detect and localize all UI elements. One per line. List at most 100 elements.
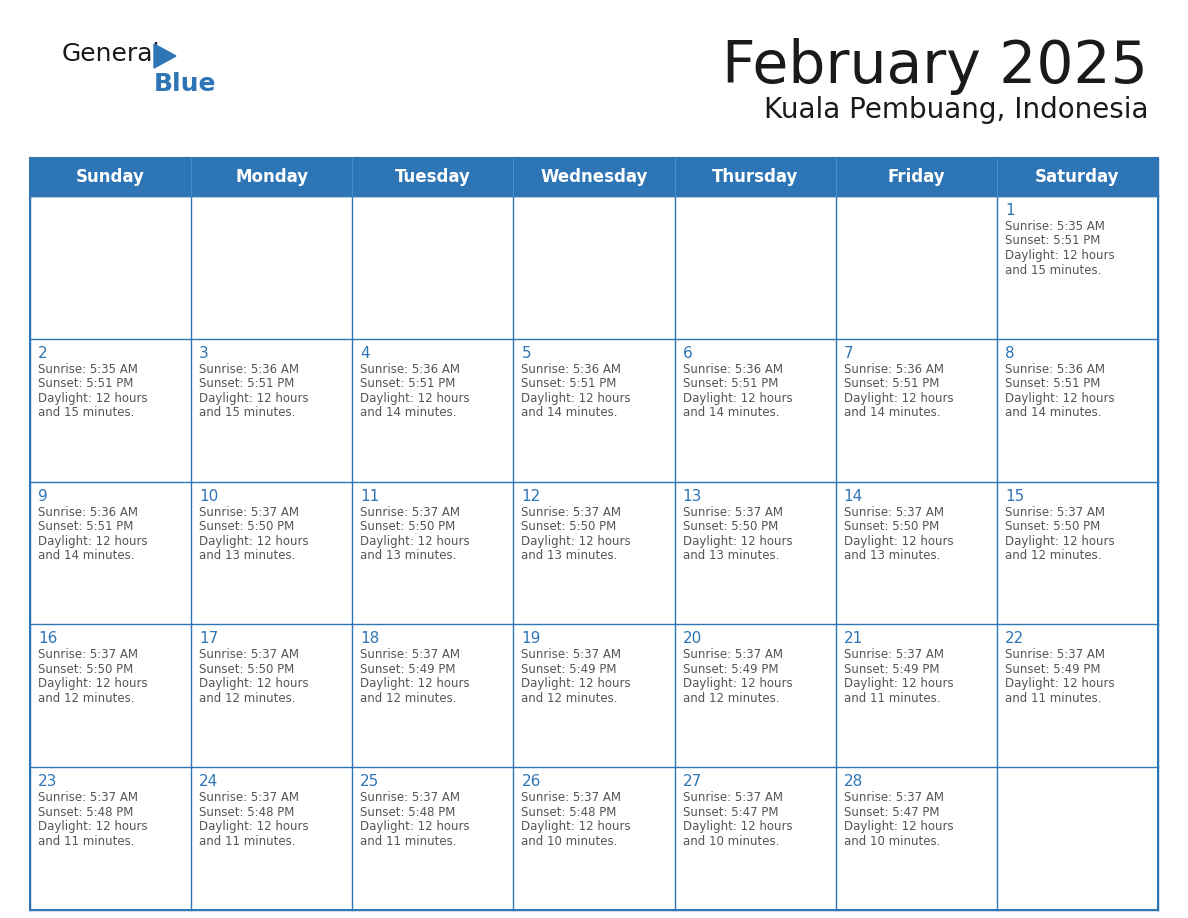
Text: Daylight: 12 hours: Daylight: 12 hours [683, 392, 792, 405]
Text: Sunrise: 5:35 AM: Sunrise: 5:35 AM [1005, 220, 1105, 233]
Text: Daylight: 12 hours: Daylight: 12 hours [1005, 534, 1114, 548]
Text: Sunset: 5:47 PM: Sunset: 5:47 PM [683, 806, 778, 819]
Text: 4: 4 [360, 346, 369, 361]
Text: Sunrise: 5:37 AM: Sunrise: 5:37 AM [1005, 648, 1105, 661]
Text: Sunday: Sunday [76, 168, 145, 186]
Text: Daylight: 12 hours: Daylight: 12 hours [38, 820, 147, 834]
Text: 8: 8 [1005, 346, 1015, 361]
Text: 10: 10 [200, 488, 219, 504]
Text: Daylight: 12 hours: Daylight: 12 hours [38, 677, 147, 690]
Text: Sunset: 5:48 PM: Sunset: 5:48 PM [200, 806, 295, 819]
Text: Sunset: 5:49 PM: Sunset: 5:49 PM [843, 663, 940, 676]
Text: and 12 minutes.: and 12 minutes. [38, 692, 134, 705]
Text: and 15 minutes.: and 15 minutes. [38, 407, 134, 420]
Text: Thursday: Thursday [712, 168, 798, 186]
Text: and 11 minutes.: and 11 minutes. [1005, 692, 1101, 705]
Text: Daylight: 12 hours: Daylight: 12 hours [683, 534, 792, 548]
Text: 25: 25 [360, 774, 379, 789]
Text: Sunset: 5:51 PM: Sunset: 5:51 PM [38, 521, 133, 533]
Text: and 12 minutes.: and 12 minutes. [1005, 549, 1101, 562]
Text: 21: 21 [843, 632, 862, 646]
Text: 15: 15 [1005, 488, 1024, 504]
Text: Sunset: 5:51 PM: Sunset: 5:51 PM [683, 377, 778, 390]
Text: and 14 minutes.: and 14 minutes. [843, 407, 940, 420]
Text: 7: 7 [843, 346, 853, 361]
Text: Daylight: 12 hours: Daylight: 12 hours [522, 534, 631, 548]
Text: Daylight: 12 hours: Daylight: 12 hours [360, 534, 470, 548]
Text: Sunrise: 5:36 AM: Sunrise: 5:36 AM [522, 363, 621, 375]
Text: 19: 19 [522, 632, 541, 646]
Text: Sunrise: 5:36 AM: Sunrise: 5:36 AM [683, 363, 783, 375]
Text: Sunrise: 5:37 AM: Sunrise: 5:37 AM [38, 648, 138, 661]
Text: Daylight: 12 hours: Daylight: 12 hours [1005, 392, 1114, 405]
Text: Sunrise: 5:37 AM: Sunrise: 5:37 AM [200, 648, 299, 661]
Text: and 13 minutes.: and 13 minutes. [843, 549, 940, 562]
Text: Tuesday: Tuesday [394, 168, 470, 186]
Text: and 11 minutes.: and 11 minutes. [843, 692, 940, 705]
Text: and 15 minutes.: and 15 minutes. [200, 407, 296, 420]
Text: Sunset: 5:48 PM: Sunset: 5:48 PM [38, 806, 133, 819]
Text: Daylight: 12 hours: Daylight: 12 hours [38, 534, 147, 548]
Text: Daylight: 12 hours: Daylight: 12 hours [200, 534, 309, 548]
Text: 9: 9 [38, 488, 48, 504]
Text: Sunrise: 5:37 AM: Sunrise: 5:37 AM [360, 506, 460, 519]
Text: 3: 3 [200, 346, 209, 361]
Text: Daylight: 12 hours: Daylight: 12 hours [360, 820, 470, 834]
Text: Sunrise: 5:37 AM: Sunrise: 5:37 AM [683, 506, 783, 519]
Text: Sunrise: 5:36 AM: Sunrise: 5:36 AM [38, 506, 138, 519]
Text: and 13 minutes.: and 13 minutes. [683, 549, 779, 562]
Text: Sunset: 5:50 PM: Sunset: 5:50 PM [1005, 521, 1100, 533]
Text: Sunrise: 5:37 AM: Sunrise: 5:37 AM [360, 648, 460, 661]
Text: and 12 minutes.: and 12 minutes. [522, 692, 618, 705]
Text: 14: 14 [843, 488, 862, 504]
Bar [30, 196, 1158, 910]
Text: Sunset: 5:49 PM: Sunset: 5:49 PM [1005, 663, 1100, 676]
Text: Daylight: 12 hours: Daylight: 12 hours [522, 677, 631, 690]
Text: Kuala Pembuang, Indonesia: Kuala Pembuang, Indonesia [764, 96, 1148, 124]
Text: Sunset: 5:50 PM: Sunset: 5:50 PM [360, 521, 455, 533]
Text: and 11 minutes.: and 11 minutes. [38, 834, 134, 847]
Text: Sunset: 5:47 PM: Sunset: 5:47 PM [843, 806, 940, 819]
Text: Sunrise: 5:37 AM: Sunrise: 5:37 AM [843, 648, 943, 661]
Text: General: General [62, 42, 160, 66]
Text: Daylight: 12 hours: Daylight: 12 hours [522, 392, 631, 405]
Text: and 12 minutes.: and 12 minutes. [683, 692, 779, 705]
Text: Sunset: 5:49 PM: Sunset: 5:49 PM [360, 663, 456, 676]
Text: Sunrise: 5:36 AM: Sunrise: 5:36 AM [1005, 363, 1105, 375]
Text: Sunrise: 5:37 AM: Sunrise: 5:37 AM [683, 791, 783, 804]
Text: Sunset: 5:48 PM: Sunset: 5:48 PM [522, 806, 617, 819]
Text: and 14 minutes.: and 14 minutes. [522, 407, 618, 420]
Text: 5: 5 [522, 346, 531, 361]
Text: Sunrise: 5:37 AM: Sunrise: 5:37 AM [200, 506, 299, 519]
Text: Daylight: 12 hours: Daylight: 12 hours [1005, 677, 1114, 690]
Text: Sunrise: 5:37 AM: Sunrise: 5:37 AM [843, 791, 943, 804]
Text: and 10 minutes.: and 10 minutes. [683, 834, 779, 847]
Text: 1: 1 [1005, 203, 1015, 218]
Text: 13: 13 [683, 488, 702, 504]
Text: and 14 minutes.: and 14 minutes. [683, 407, 779, 420]
Text: Sunrise: 5:37 AM: Sunrise: 5:37 AM [38, 791, 138, 804]
Text: Sunset: 5:51 PM: Sunset: 5:51 PM [360, 377, 456, 390]
Bar [30, 158, 1158, 196]
Text: and 10 minutes.: and 10 minutes. [522, 834, 618, 847]
Text: and 13 minutes.: and 13 minutes. [522, 549, 618, 562]
Text: and 12 minutes.: and 12 minutes. [360, 692, 456, 705]
Text: Sunset: 5:51 PM: Sunset: 5:51 PM [38, 377, 133, 390]
Text: Sunset: 5:51 PM: Sunset: 5:51 PM [522, 377, 617, 390]
Text: Sunrise: 5:37 AM: Sunrise: 5:37 AM [522, 506, 621, 519]
Text: Sunrise: 5:37 AM: Sunrise: 5:37 AM [360, 791, 460, 804]
Text: Daylight: 12 hours: Daylight: 12 hours [843, 820, 953, 834]
Text: Daylight: 12 hours: Daylight: 12 hours [200, 677, 309, 690]
Text: and 11 minutes.: and 11 minutes. [360, 834, 456, 847]
Text: February 2025: February 2025 [722, 38, 1148, 95]
Text: and 12 minutes.: and 12 minutes. [200, 692, 296, 705]
Text: Sunrise: 5:37 AM: Sunrise: 5:37 AM [1005, 506, 1105, 519]
Text: Daylight: 12 hours: Daylight: 12 hours [200, 820, 309, 834]
Text: 27: 27 [683, 774, 702, 789]
Text: Sunset: 5:49 PM: Sunset: 5:49 PM [683, 663, 778, 676]
Text: Daylight: 12 hours: Daylight: 12 hours [522, 820, 631, 834]
Text: Sunrise: 5:35 AM: Sunrise: 5:35 AM [38, 363, 138, 375]
Text: and 15 minutes.: and 15 minutes. [1005, 263, 1101, 276]
Polygon shape [154, 44, 176, 68]
Text: Sunset: 5:50 PM: Sunset: 5:50 PM [843, 521, 939, 533]
